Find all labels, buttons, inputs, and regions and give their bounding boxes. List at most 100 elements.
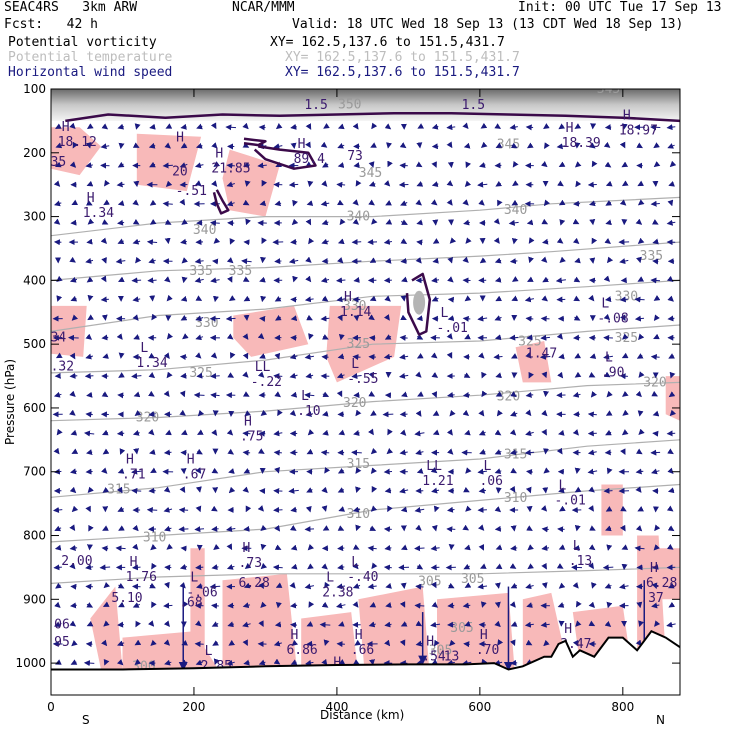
wind-arrow (242, 621, 251, 628)
wind-arrow (180, 142, 188, 149)
wind-arrow (213, 295, 219, 303)
wind-arrow (132, 199, 139, 206)
wind-arrow (321, 658, 328, 666)
theta-label: 345 (497, 137, 520, 152)
wind-arrow (651, 390, 658, 397)
wind-arrow (261, 179, 268, 187)
wind-arrow (620, 314, 626, 322)
wind-arrow (288, 181, 299, 188)
wind-arrow (384, 621, 392, 628)
wind-arrow (337, 487, 345, 493)
wind-arrow (667, 582, 675, 589)
wind-arrow (621, 161, 629, 168)
wind-arrow (603, 275, 610, 282)
extremum-value: .70 (476, 643, 499, 658)
wind-arrow (196, 448, 203, 455)
wind-arrow (336, 181, 346, 188)
wind-arrow (292, 199, 298, 207)
wind-arrow (541, 562, 547, 570)
wind-arrow (320, 449, 330, 456)
extremum-value: -.40 (347, 570, 378, 585)
wind-arrow (591, 582, 597, 589)
wind-arrow (69, 524, 76, 532)
wind-arrow (150, 467, 157, 473)
valid-time: Valid: 18 UTC Wed 18 Sep 13 (13 CDT Wed … (292, 17, 684, 32)
wind-arrow (668, 601, 676, 608)
wind-arrow (541, 582, 548, 589)
wind-arrow (308, 237, 315, 245)
wind-arrow (324, 581, 330, 589)
wind-arrow (666, 543, 674, 550)
wind-arrow (104, 179, 110, 187)
wind-arrow (242, 162, 250, 169)
wind-arrow (510, 142, 518, 149)
wind-arrow (652, 430, 659, 437)
wind-arrow (70, 295, 78, 302)
wind-arrow (306, 621, 314, 627)
wind-arrow (132, 314, 139, 321)
wind-arrow (556, 143, 566, 150)
wind-arrow (117, 200, 125, 206)
wind-arrow (512, 180, 519, 187)
wind-arrow (462, 391, 471, 398)
theta-label: 325 (189, 366, 212, 381)
wind-arrow (416, 181, 424, 187)
forecast-hour: Fcst: 42 h (4, 17, 98, 32)
wind-arrow (245, 218, 251, 226)
wind-arrow (526, 142, 534, 149)
wind-arrow (635, 218, 643, 225)
wind-arrow (384, 487, 392, 494)
wind-arrow (509, 124, 518, 130)
wind-arrow (603, 353, 613, 360)
wind-arrow (493, 218, 500, 225)
wind-arrow (495, 544, 503, 551)
wind-arrow (603, 487, 613, 494)
wind-arrow (447, 582, 455, 589)
wind-arrow (166, 371, 173, 379)
theta-label: 310 (143, 530, 166, 545)
wind-arrow (321, 354, 329, 361)
y-tick-label: 600 (23, 401, 46, 415)
wind-arrow (229, 352, 236, 359)
wind-arrow (102, 353, 109, 359)
wind-arrow (525, 486, 532, 494)
wind-arrow (634, 296, 645, 303)
extremum-value: 1.34 (83, 206, 114, 221)
wind-arrow (337, 199, 344, 206)
wind-arrow (557, 526, 565, 533)
wind-arrow (179, 390, 186, 398)
wind-arrow (85, 353, 94, 360)
wind-arrow (588, 371, 596, 378)
wind-arrow (477, 181, 488, 188)
wind-arrow (211, 142, 218, 149)
extremum-letter: H (244, 414, 252, 429)
wind-arrow (667, 199, 674, 207)
extremum-value: .13 (569, 554, 592, 569)
wind-arrow (557, 371, 564, 379)
wind-arrow (71, 199, 79, 206)
wind-arrow (103, 620, 110, 627)
wind-arrow (182, 333, 189, 340)
extremum-letter: H (566, 121, 574, 136)
wind-arrow (543, 639, 550, 647)
wind-arrow (336, 641, 345, 648)
wind-arrow (178, 507, 189, 514)
wind-arrow (258, 448, 265, 454)
wind-arrow (370, 142, 377, 148)
wind-arrow (274, 621, 282, 628)
wind-arrow (432, 429, 440, 436)
wind-arrow (53, 506, 63, 513)
wind-arrow (543, 199, 550, 207)
wind-arrow (526, 469, 533, 475)
wind-arrow (69, 161, 77, 168)
wind-arrow (117, 506, 125, 512)
wind-arrow (384, 334, 392, 340)
wind-arrow (526, 602, 533, 608)
extremum-letter: L (190, 571, 198, 586)
wind-arrow (179, 582, 186, 589)
wind-arrow (352, 354, 361, 361)
wind-arrow (541, 409, 548, 417)
theta-label: 350 (338, 97, 361, 112)
wind-arrow (558, 161, 566, 167)
wind-arrow (541, 218, 549, 225)
